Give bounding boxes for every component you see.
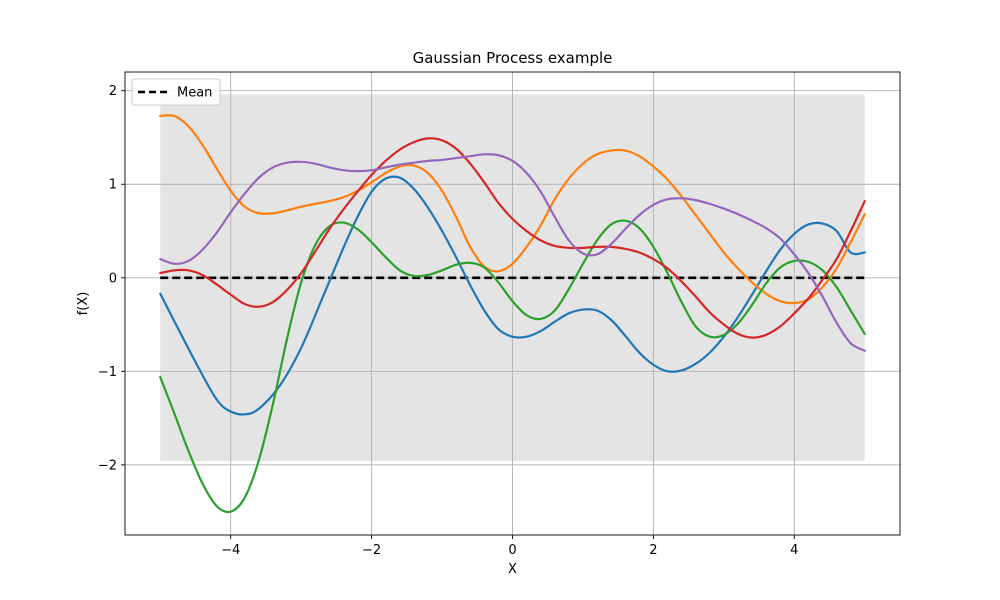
sample-line-3: [159, 219, 866, 514]
sample-line-5: [159, 153, 866, 352]
x-tick-label: −4: [221, 543, 240, 558]
y-tick-label: −1: [98, 365, 117, 380]
y-tick-label: 0: [109, 271, 117, 286]
sample-line-1: [159, 175, 866, 416]
legend-box: [131, 78, 221, 106]
y-tick-label: −2: [98, 458, 117, 473]
legend: Mean: [131, 78, 221, 106]
x-tick-label: −2: [362, 543, 381, 558]
chart-title: Gaussian Process example: [413, 49, 613, 67]
x-tick-label: 4: [790, 543, 798, 558]
x-tick-label: 2: [649, 543, 657, 558]
series-layer: [159, 114, 866, 514]
y-tick-label: 1: [109, 178, 117, 193]
legend-label-mean: Mean: [177, 86, 212, 101]
sample-line-4: [159, 137, 866, 339]
plot-area: −4 −2 0 2 4 −2 −1 0 1 2: [98, 71, 901, 558]
axis-ticks: −4 −2 0 2 4 −2 −1 0 1 2: [98, 84, 799, 558]
y-tick-label: 2: [109, 84, 117, 99]
x-axis-label: X: [508, 562, 517, 577]
y-axis-label: f(X): [76, 292, 91, 316]
sample-line-2: [159, 114, 866, 305]
x-tick-label: 0: [508, 543, 516, 558]
